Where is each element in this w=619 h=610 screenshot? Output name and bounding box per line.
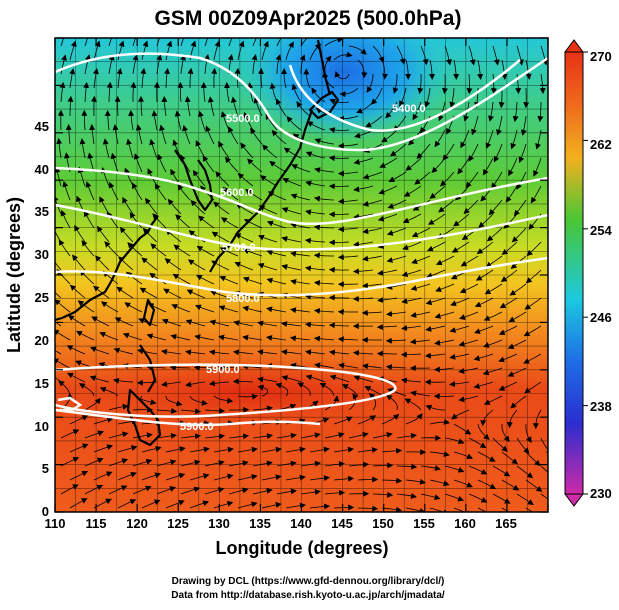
y-tick-label: 40 bbox=[35, 162, 49, 177]
y-tick-label: 25 bbox=[35, 290, 49, 305]
x-tick-labels: 110 115 120 125 130 135 140 145 150 155 … bbox=[45, 516, 517, 531]
colorbar-ticks bbox=[583, 52, 588, 494]
colorbar: 270 262 254 246 238 230 bbox=[565, 40, 612, 506]
plot-area: 5400.0 5500.0 5600.0 5700.0 5800.0 5900.… bbox=[45, 2, 557, 519]
y-tick-label: 10 bbox=[35, 419, 49, 434]
y-tick-label: 0 bbox=[42, 504, 49, 519]
colorbar-bottom-arrow bbox=[565, 494, 583, 506]
contour-label-5400: 5400.0 bbox=[392, 103, 426, 115]
x-axis-label: Longitude (degrees) bbox=[215, 538, 388, 558]
x-tick-label: 155 bbox=[413, 516, 435, 531]
credit-data: Data from http://database.rish.kyoto-u.a… bbox=[171, 590, 445, 601]
colorbar-label: 246 bbox=[590, 310, 612, 325]
contour-label-5900a: 5900.0 bbox=[206, 364, 240, 376]
x-tick-label: 140 bbox=[290, 516, 312, 531]
y-axis-label: Latitude (degrees) bbox=[4, 197, 24, 353]
colorbar-label: 254 bbox=[590, 223, 612, 238]
contour-label-5800: 5800.0 bbox=[226, 293, 260, 305]
x-tick-label: 130 bbox=[208, 516, 230, 531]
x-tick-label: 145 bbox=[331, 516, 353, 531]
colorbar-gradient bbox=[565, 52, 583, 494]
colorbar-label: 230 bbox=[590, 486, 612, 501]
y-tick-label: 30 bbox=[35, 247, 49, 262]
y-tick-label: 5 bbox=[42, 461, 49, 476]
x-tick-label: 165 bbox=[495, 516, 517, 531]
colorbar-top-arrow bbox=[565, 40, 583, 52]
y-tick-label: 20 bbox=[35, 333, 49, 348]
y-tick-label: 35 bbox=[35, 204, 49, 219]
contour-label-5600: 5600.0 bbox=[220, 187, 254, 199]
credit-drawing: Drawing by DCL (https://www.gfd-dennou.o… bbox=[172, 576, 445, 587]
streamline bbox=[330, 214, 349, 215]
streamline bbox=[330, 270, 349, 271]
colorbar-label: 238 bbox=[590, 399, 612, 414]
y-tick-label: 45 bbox=[35, 119, 49, 134]
contour-label-5900b: 5900.0 bbox=[180, 421, 214, 433]
x-tick-label: 150 bbox=[372, 516, 394, 531]
y-tick-labels: 0 5 10 15 20 25 30 35 40 45 bbox=[35, 119, 49, 519]
figure-title: GSM 00Z09Apr2025 (500.0hPa) bbox=[155, 7, 462, 30]
colorbar-label: 270 bbox=[590, 49, 612, 64]
colorbar-labels: 270 262 254 246 238 230 bbox=[590, 49, 612, 501]
x-tick-label: 120 bbox=[126, 516, 148, 531]
x-tick-label: 160 bbox=[454, 516, 476, 531]
x-tick-label: 115 bbox=[86, 516, 107, 531]
x-tick-label: 125 bbox=[167, 516, 189, 531]
y-tick-label: 15 bbox=[35, 376, 49, 391]
x-tick-label: 135 bbox=[249, 516, 271, 531]
colorbar-label: 262 bbox=[590, 137, 612, 152]
contour-label-5700: 5700.0 bbox=[222, 242, 256, 254]
contour-label-5500: 5500.0 bbox=[226, 113, 260, 125]
